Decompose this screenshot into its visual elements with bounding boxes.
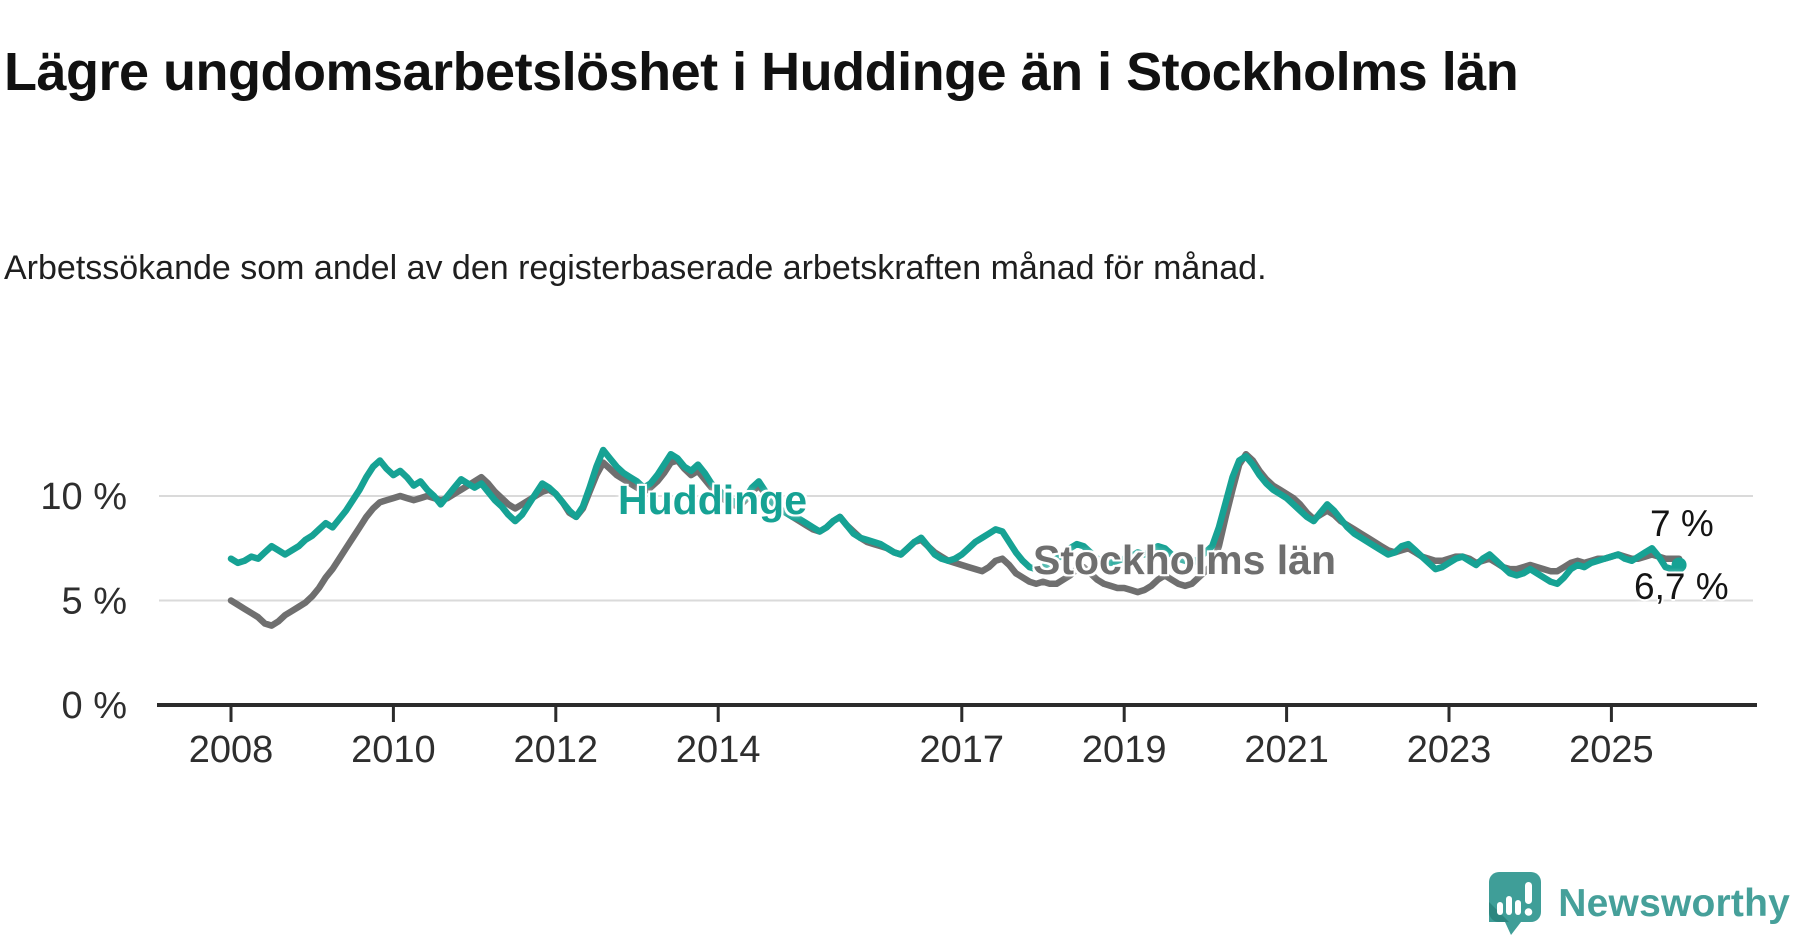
x-axis-label: 2017 (920, 729, 1005, 771)
branding: Newsworthy (1489, 872, 1790, 936)
x-axis-label: 2023 (1407, 729, 1492, 771)
series-label-stockholm: Stockholms län (1033, 537, 1337, 583)
series-label-huddinge: Huddinge (618, 477, 808, 523)
y-axis-label: 0 % (62, 685, 127, 727)
page-title: Lägre ungdomsarbetslöshet i Huddinge än … (4, 42, 1519, 103)
x-axis-label: 2012 (514, 729, 599, 771)
end-value-label-huddinge: 6,7 % (1634, 566, 1729, 607)
x-axis-label: 2021 (1244, 729, 1329, 771)
x-axis-label: 2025 (1569, 729, 1654, 771)
x-axis-label: 2019 (1082, 729, 1167, 771)
y-axis-label: 10 % (40, 476, 127, 518)
newsworthy-logo-icon (1489, 872, 1542, 935)
newsworthy-logo-text: Newsworthy (1558, 882, 1790, 925)
end-value-label-stockholm: 7 % (1650, 503, 1714, 544)
chart-subtitle: Arbetssökande som andel av den registerb… (4, 249, 1267, 287)
y-axis-label: 5 % (62, 581, 127, 623)
x-axis-label: 2014 (676, 729, 761, 771)
x-axis-label: 2008 (189, 729, 274, 771)
x-axis-label: 2010 (351, 729, 436, 771)
huddinge-line (227, 446, 1683, 588)
stockholm-line (227, 450, 1683, 629)
